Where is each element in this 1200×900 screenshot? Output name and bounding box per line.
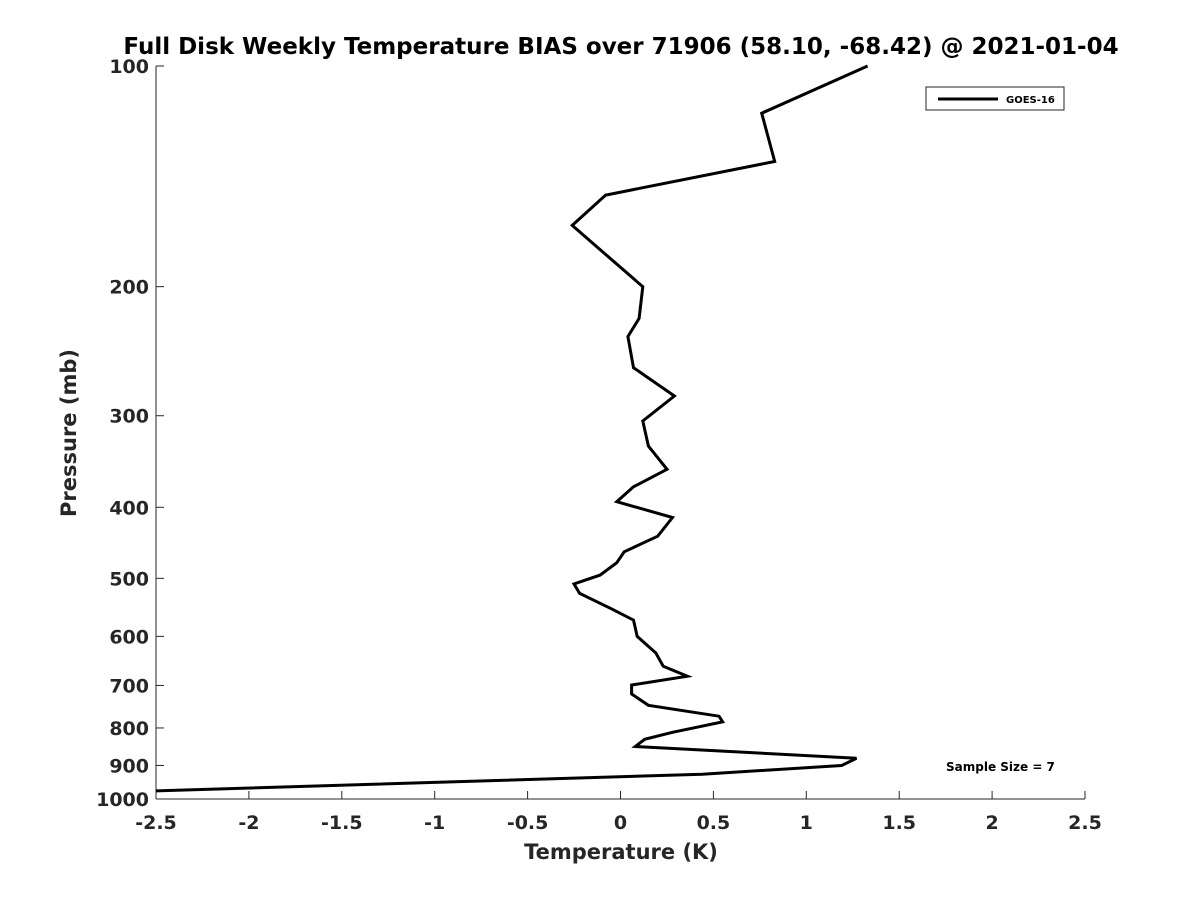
x-tick-label: -2 (238, 812, 259, 834)
y-tick-label: 700 (109, 675, 149, 697)
legend: GOES-16 (925, 86, 1065, 111)
y-tick-label: 200 (109, 277, 149, 299)
y-tick-label: 600 (109, 626, 149, 648)
x-tick-label: 2.5 (1068, 812, 1102, 834)
y-tick-label: 500 (109, 568, 149, 590)
x-axis-label: Temperature (K) (524, 840, 718, 864)
y-tick-label: 1000 (96, 789, 149, 811)
series-group (155, 64, 869, 793)
chart-title: Full Disk Weekly Temperature BIAS over 7… (123, 34, 1118, 60)
x-axis-ticks: -2.5 -2 -1.5 -1 -0.5 0 0.5 1 1.5 2 2.5 (135, 791, 1102, 834)
legend-label-goes-16: GOES-16 (1006, 95, 1055, 106)
x-tick-label: 0.5 (697, 812, 731, 834)
series-line-goes-16 (155, 64, 869, 793)
x-tick-label: 2 (985, 812, 998, 834)
x-tick-label: -0.5 (507, 812, 549, 834)
y-axis-ticks: 100 200 300 400 500 600 700 800 900 1000 (96, 56, 164, 811)
y-tick-label: 300 (109, 406, 149, 428)
x-tick-label: 0 (614, 812, 627, 834)
y-tick-label: 800 (109, 718, 149, 740)
x-tick-label: -1.5 (321, 812, 363, 834)
y-tick-label: 900 (109, 755, 149, 777)
y-tick-label: 100 (109, 56, 149, 78)
x-tick-label: -1 (424, 812, 445, 834)
y-axis-label: Pressure (mb) (57, 349, 81, 517)
x-tick-label: 1.5 (882, 812, 916, 834)
x-tick-label: -2.5 (135, 812, 177, 834)
y-tick-label: 400 (109, 497, 149, 519)
plot-area (156, 66, 1085, 799)
sample-size-annotation: Sample Size = 7 (946, 760, 1055, 774)
x-tick-label: 1 (800, 812, 813, 834)
